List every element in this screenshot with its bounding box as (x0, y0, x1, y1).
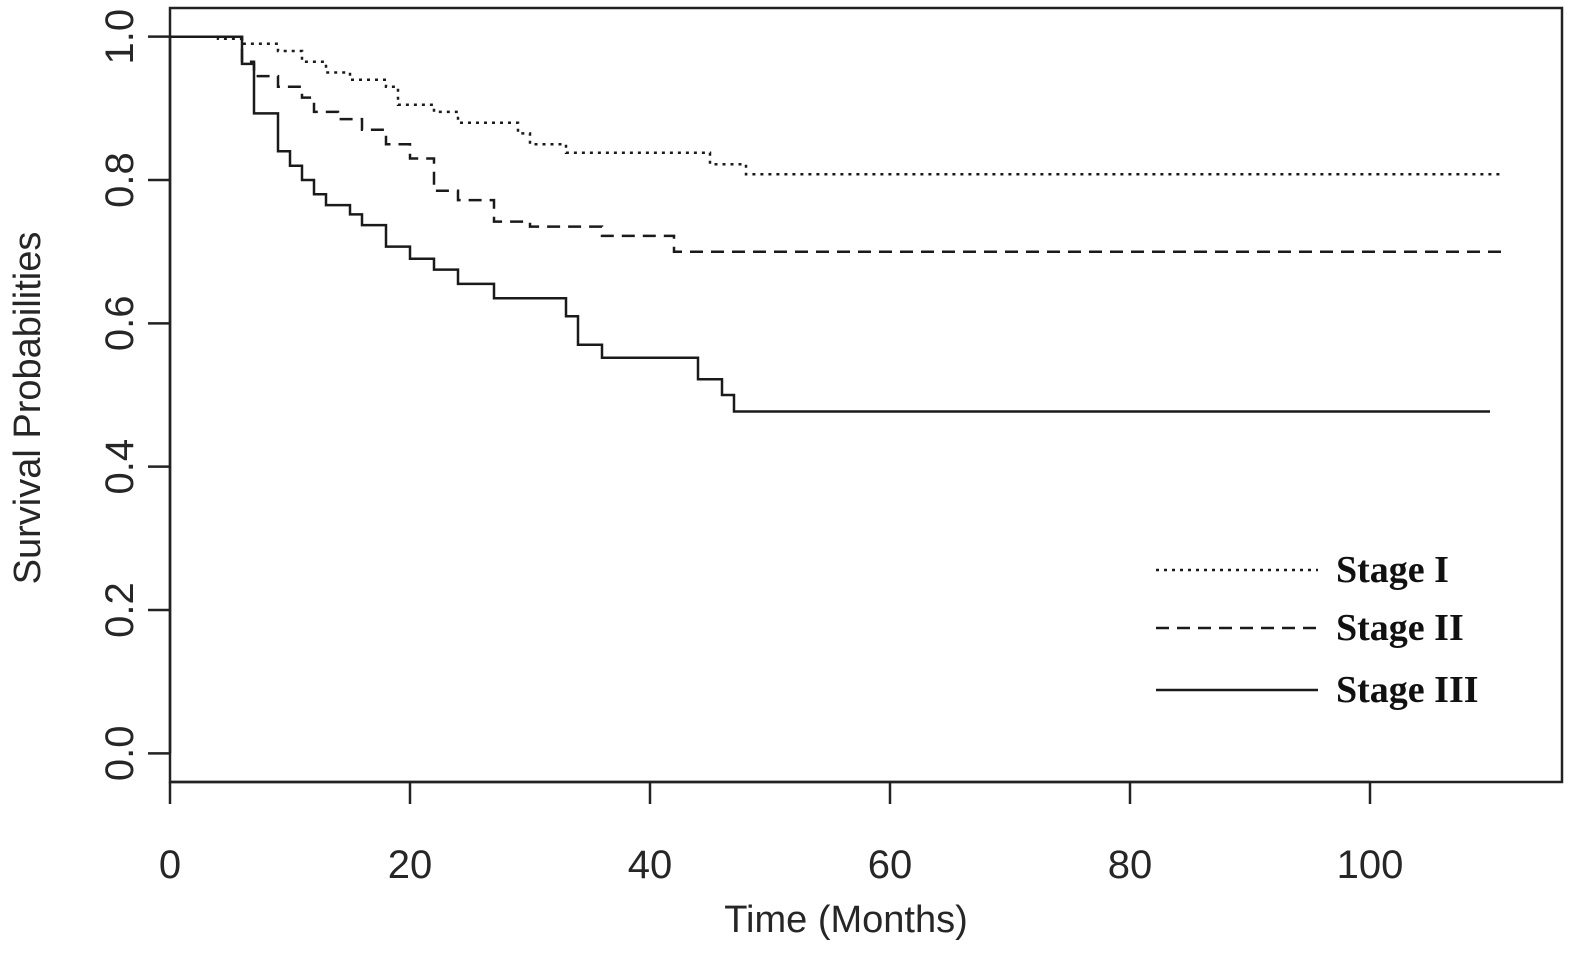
x-tick-label: 80 (1108, 843, 1153, 887)
y-tick-label: 1.0 (98, 9, 142, 65)
series-line-stage-3 (170, 35, 1490, 413)
y-tick-label: 0.4 (98, 439, 142, 495)
x-tick-label: 20 (388, 843, 433, 887)
x-axis-title: Time (Months) (724, 899, 968, 941)
x-axis: 0 20 40 60 80 100 (159, 780, 1404, 887)
x-tick-label: 0 (159, 843, 181, 887)
y-tick-label: 0.0 (98, 726, 142, 782)
x-tick-label: 40 (628, 843, 673, 887)
plot-frame (168, 6, 1564, 784)
y-tick-label: 0.6 (98, 296, 142, 352)
y-tick-label: 0.8 (98, 152, 142, 208)
series-line-stage-2 (170, 35, 1502, 253)
legend-label: Stage I (1336, 549, 1449, 591)
legend-label: Stage II (1336, 607, 1464, 649)
y-axis: 0.0 0.2 0.4 0.6 0.8 1.0 (98, 9, 172, 782)
x-tick-label: 100 (1337, 843, 1404, 887)
x-tick-label: 60 (868, 843, 913, 887)
series-line-stage-1 (170, 35, 1502, 176)
y-tick-label: 0.2 (98, 582, 142, 638)
y-axis-title: Survival Probabilities (7, 232, 49, 585)
legend: Stage I Stage II Stage III (1156, 549, 1479, 711)
series-layer (170, 35, 1502, 413)
legend-label: Stage III (1336, 669, 1479, 711)
